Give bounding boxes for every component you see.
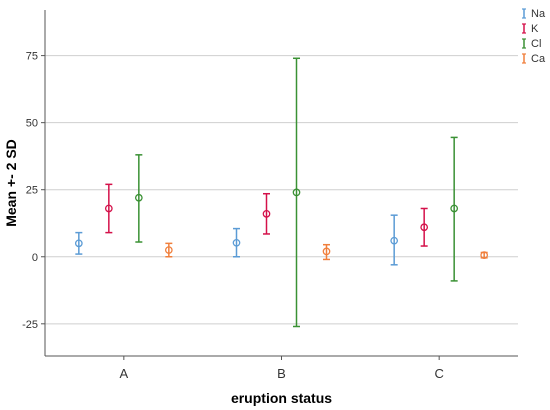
x-category-label: A (119, 366, 128, 381)
mean-marker (450, 204, 459, 213)
x-category-label: C (434, 366, 443, 381)
mean-marker (262, 209, 271, 218)
y-tick-label: 50 (26, 118, 38, 130)
legend-item-ca[interactable]: Ca (522, 53, 546, 65)
y-tick-label: 25 (26, 185, 38, 197)
legend-item-na[interactable]: Na (522, 8, 546, 20)
mean-marker (322, 247, 331, 256)
legend-item-k[interactable]: K (522, 23, 539, 35)
legend-label: Na (531, 8, 546, 20)
y-tick-label: 0 (32, 252, 38, 264)
legend-label: Ca (531, 53, 546, 65)
mean-marker (420, 223, 429, 232)
mean-marker (292, 188, 301, 197)
series-k (104, 183, 429, 247)
mean-marker (390, 236, 399, 245)
legend-label: Cl (531, 38, 541, 50)
gridlines (45, 55, 518, 325)
error-bars (74, 57, 489, 328)
axes (41, 10, 518, 360)
mean-marker (74, 239, 83, 248)
series-na (74, 214, 399, 266)
mean-marker (232, 238, 241, 247)
y-tick-label: -25 (22, 319, 38, 331)
legend-label: K (531, 23, 539, 35)
series-cl (134, 57, 459, 328)
y-tick-labels: -25 0 25 50 75 (22, 51, 38, 331)
y-tick-label: 75 (26, 51, 38, 63)
mean-marker (104, 204, 113, 213)
legend-item-cl[interactable]: Cl (522, 38, 541, 50)
x-category-labels: A B C (119, 366, 443, 381)
y-axis-title: Mean +- 2 SD (3, 139, 19, 227)
mean-marker (134, 193, 143, 202)
x-category-label: B (277, 366, 286, 381)
legend[interactable]: Na K Cl Ca (522, 8, 546, 65)
series-ca (164, 242, 489, 261)
mean-marker (480, 251, 489, 260)
x-axis-title: eruption status (231, 390, 332, 406)
mean-marker (164, 246, 173, 254)
